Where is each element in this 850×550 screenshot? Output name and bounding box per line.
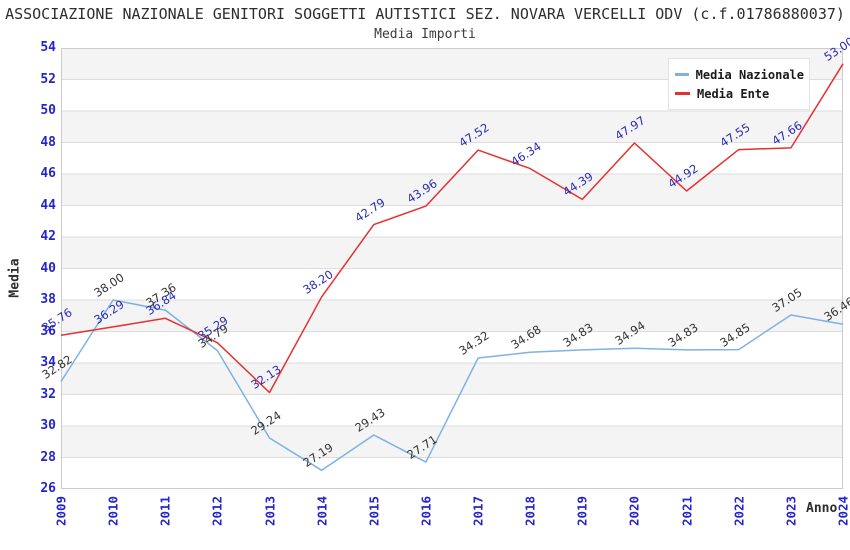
y-tick-label: 52 <box>40 71 56 87</box>
y-tick-label: 44 <box>40 197 56 213</box>
legend-swatch-media-nazionale <box>675 73 689 76</box>
value-label-media-nazionale: 29.24 <box>247 408 284 438</box>
value-label-media-ente: 47.52 <box>456 120 492 150</box>
value-label-media-nazionale: 27.71 <box>404 432 440 462</box>
value-labels-layer: 32.82 38.00 37.36 34.79 29.24 27.19 29.43 27.71… <box>39 34 850 489</box>
value-label-media-nazionale: 34.32 <box>456 328 492 358</box>
plot-band <box>61 300 843 332</box>
value-label-media-nazionale: 38.00 <box>91 270 127 300</box>
value-label-media-nazionale: 36.46 <box>821 294 850 325</box>
x-tick-label: 2016 <box>418 495 434 527</box>
chart-title: ASSOCIAZIONE NAZIONALE GENITORI SOGGETTI… <box>5 5 845 23</box>
y-tick-label: 30 <box>40 418 56 433</box>
x-tick-label: 2012 <box>209 495 225 527</box>
x-tick-label: 2013 <box>262 495 278 527</box>
x-tick-label: 2024 <box>835 495 850 527</box>
value-label-media-nazionale: 27.19 <box>300 440 336 471</box>
x-tick-label: 2019 <box>574 495 590 527</box>
x-tick-label: 2021 <box>679 495 695 527</box>
x-tick-label: 2023 <box>783 495 799 527</box>
value-label-media-ente: 44.92 <box>664 161 701 191</box>
x-tick-label: 2014 <box>314 495 330 527</box>
value-label-media-ente: 44.39 <box>560 169 596 200</box>
legend: Media Nazionale Media Ente <box>668 58 810 110</box>
legend-item-media-ente: Media Ente <box>674 84 804 103</box>
value-label-media-ente: 47.97 <box>612 113 649 143</box>
legend-label-media-ente: Media Ente <box>697 86 770 101</box>
y-tick-label: 46 <box>40 166 56 181</box>
x-tick-label: 2018 <box>522 495 538 527</box>
value-label-media-ente: 32.13 <box>247 362 284 393</box>
plot-border <box>61 48 843 489</box>
plot-band <box>61 237 843 269</box>
plot-band <box>61 426 843 458</box>
value-label-media-nazionale: 37.05 <box>769 285 805 315</box>
y-tick-label: 50 <box>40 103 56 118</box>
value-label-media-nazionale: 29.43 <box>352 405 388 435</box>
x-tick-label: 2017 <box>470 495 486 527</box>
value-label-media-ente: 47.55 <box>717 119 753 150</box>
value-label-media-ente: 42.79 <box>352 194 388 225</box>
value-label-media-nazionale: 34.85 <box>717 319 753 350</box>
value-label-media-nazionale: 32.82 <box>39 351 75 382</box>
value-label-media-nazionale: 34.94 <box>612 318 649 349</box>
y-tick-label: 42 <box>40 229 56 244</box>
legend-label-media-nazionale: Media Nazionale <box>695 67 804 82</box>
y-tick-label: 48 <box>40 134 56 150</box>
legend-item-media-nazionale: Media Nazionale <box>674 65 804 84</box>
plot-band <box>61 174 843 206</box>
value-label-media-ente: 46.34 <box>508 138 544 169</box>
x-tick-label: 2011 <box>157 495 173 527</box>
legend-swatch-media-ente <box>675 92 690 95</box>
value-label-media-nazionale: 34.68 <box>508 322 544 353</box>
plot-area: 32.82 38.00 37.36 34.79 29.24 27.19 29.43 27.71… <box>39 34 850 489</box>
y-axis-label: Media <box>7 258 23 298</box>
x-tick-label: 2015 <box>366 495 382 527</box>
x-tick-label: 2009 <box>53 495 69 527</box>
x-axis-label: Anno <box>806 501 838 516</box>
y-tick-label: 40 <box>40 260 56 276</box>
x-tick-label: 2022 <box>731 495 747 527</box>
y-tick-label: 28 <box>40 449 56 465</box>
chart-subtitle: Media Importi <box>374 27 476 42</box>
value-label-media-ente: 36.29 <box>91 297 127 327</box>
x-tick-label: 2020 <box>626 495 642 527</box>
y-tick-label: 54 <box>40 40 56 55</box>
plot-band <box>61 363 843 395</box>
value-label-media-nazionale: 34.83 <box>560 320 596 350</box>
value-label-media-ente: 35.76 <box>39 305 75 336</box>
plot-band <box>61 111 843 143</box>
y-tick-label: 32 <box>40 386 56 402</box>
x-tick-label: 2010 <box>105 495 121 527</box>
series-line-media-ente <box>60 63 844 394</box>
value-label-media-nazionale: 34.83 <box>664 320 701 350</box>
y-tick-label: 26 <box>40 481 56 496</box>
value-label-media-ente: 43.96 <box>404 176 440 206</box>
value-label-media-ente: 47.66 <box>769 118 805 148</box>
plot-canvas <box>60 48 844 489</box>
value-label-media-ente: 38.20 <box>300 267 336 297</box>
y-tick-label: 38 <box>40 292 56 307</box>
